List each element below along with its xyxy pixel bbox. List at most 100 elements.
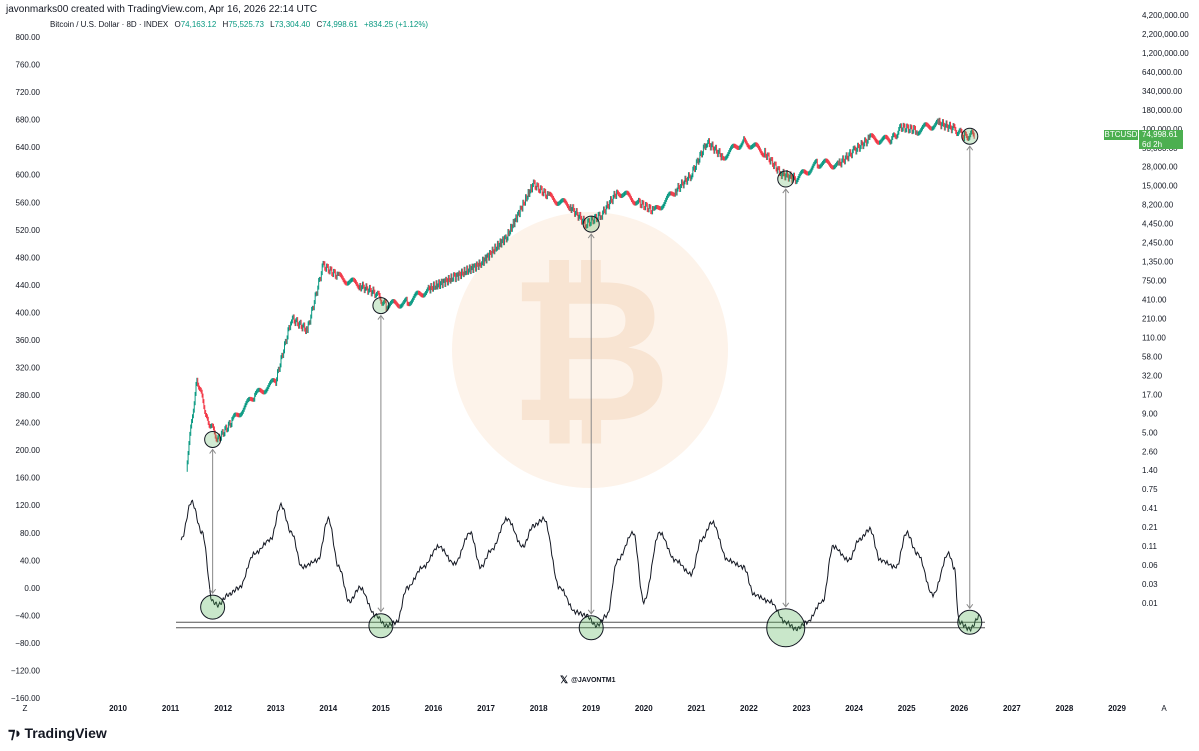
x-axis-tick-label: 2014 bbox=[319, 704, 337, 713]
left-axis-tick-label: 760.00 bbox=[16, 61, 41, 70]
x-axis-tick-label: 2018 bbox=[530, 704, 548, 713]
x-logo-icon: 𝕏 bbox=[560, 675, 569, 686]
x-axis-tick-label: 2024 bbox=[845, 704, 863, 713]
right-axis-tick-label: 640,000.00 bbox=[1142, 68, 1183, 77]
right-axis-tick-label: 2.60 bbox=[1142, 447, 1158, 456]
oscillator-low-marker bbox=[957, 609, 983, 635]
price-badge-value: 74,998.61 bbox=[1142, 130, 1178, 139]
high-label: H bbox=[222, 20, 229, 29]
x-axis-tick-label: 2017 bbox=[477, 704, 495, 713]
left-axis-tick-label: 800.00 bbox=[16, 33, 41, 42]
change-value: +834.25 (+1.12%) bbox=[364, 20, 429, 29]
left-axis-tick-label: 120.00 bbox=[16, 501, 41, 510]
left-axis-tick-label: 80.00 bbox=[20, 529, 41, 538]
right-axis-tick-label: 1.40 bbox=[1142, 466, 1158, 475]
open-value: 74,163.12 bbox=[180, 20, 217, 29]
arrowhead-down-icon bbox=[782, 602, 790, 608]
right-axis-tick-label: 0.75 bbox=[1142, 485, 1158, 494]
tradingview-brand[interactable]: ⁊◗ TradingView bbox=[8, 724, 107, 742]
tradingview-logo-icon: ⁊◗ bbox=[8, 725, 22, 742]
x-axis-tick-label: 2025 bbox=[898, 704, 916, 713]
right-axis-tick-label: 2,200,000.00 bbox=[1142, 30, 1189, 39]
arrowhead-down-icon bbox=[587, 609, 595, 615]
x-axis-left-label: Z bbox=[23, 704, 28, 713]
highlight-markers bbox=[200, 127, 983, 648]
x-axis-tick-label: 2013 bbox=[267, 704, 285, 713]
right-axis-tick-label: 4,450.00 bbox=[1142, 220, 1174, 229]
right-axis-tick-label: 5.00 bbox=[1142, 428, 1158, 437]
x-axis-tick-label: 2015 bbox=[372, 704, 390, 713]
right-axis-tick-label: 0.03 bbox=[1142, 580, 1158, 589]
brand-name: TradingView bbox=[24, 725, 107, 741]
arrowhead-up-icon bbox=[209, 448, 217, 454]
close-value: 74,998.61 bbox=[322, 20, 358, 29]
arrowhead-down-icon bbox=[966, 603, 974, 610]
low-value: 73,304.40 bbox=[274, 20, 311, 29]
x-axis-tick-label: 2028 bbox=[1056, 704, 1074, 713]
right-axis-tick-label: 8,200.00 bbox=[1142, 201, 1174, 210]
x-axis-tick-label: 2023 bbox=[793, 704, 811, 713]
right-axis-tick-label: 0.21 bbox=[1142, 523, 1158, 532]
price-low-marker bbox=[777, 170, 795, 188]
right-axis-tick-label: 58.00 bbox=[1142, 352, 1163, 361]
right-axis-tick-label: 9.00 bbox=[1142, 409, 1158, 418]
right-axis-tick-label: 110.00 bbox=[1142, 333, 1166, 342]
x-axis-right-label: A bbox=[1161, 704, 1167, 713]
left-axis-tick-label: −120.00 bbox=[11, 666, 41, 675]
left-axis-tick-label: 480.00 bbox=[16, 253, 41, 262]
left-axis-tick-label: 200.00 bbox=[16, 446, 41, 455]
symbol-label: Bitcoin / U.S. Dollar · 8D · INDEX bbox=[50, 20, 169, 29]
low-label: L bbox=[270, 20, 275, 29]
right-axis-tick-label: 0.01 bbox=[1142, 599, 1158, 608]
left-axis-tick-label: 320.00 bbox=[16, 364, 41, 373]
right-axis-tick-label: 15,000.00 bbox=[1142, 182, 1178, 191]
right-axis-tick-label: 2,450.00 bbox=[1142, 239, 1174, 248]
right-axis-tick-label: 4,200,000.00 bbox=[1142, 11, 1189, 20]
left-axis-tick-label: 680.00 bbox=[16, 116, 41, 125]
watermark-handle: 𝕏 @JAVONTM1 bbox=[560, 675, 616, 686]
ohlc-readout: Bitcoin / U.S. Dollar · 8D · INDEX O74,1… bbox=[50, 20, 428, 29]
right-axis-tick-label: 0.41 bbox=[1142, 504, 1158, 513]
right-axis-tick-label: 210.00 bbox=[1142, 314, 1167, 323]
right-axis-tick-label: 0.06 bbox=[1142, 561, 1158, 570]
x-axis-tick-label: 2026 bbox=[950, 704, 968, 713]
watermark-handle-text: @JAVONTM1 bbox=[571, 677, 616, 684]
arrowhead-up-icon bbox=[377, 314, 385, 320]
price-badge: 74,998.61 6d 2h bbox=[1139, 130, 1183, 149]
left-axis-tick-label: 640.00 bbox=[16, 143, 41, 152]
left-axis-tick-label: 280.00 bbox=[16, 391, 41, 400]
left-axis-tick-label: −80.00 bbox=[15, 639, 40, 648]
x-axis-tick-label: 2016 bbox=[425, 704, 443, 713]
price-badge-symbol: BTCUSD bbox=[1104, 130, 1138, 140]
left-axis-tick-label: 240.00 bbox=[16, 419, 41, 428]
price-low-marker bbox=[582, 215, 600, 233]
right-axis-tick-label: 180,000.00 bbox=[1142, 106, 1183, 115]
right-axis-tick-label: 32.00 bbox=[1142, 371, 1163, 380]
high-value: 75,525.73 bbox=[228, 20, 264, 29]
left-axis-tick-label: −160.00 bbox=[11, 694, 41, 703]
chart-attribution: javonmarks00 created with TradingView.co… bbox=[6, 4, 318, 15]
left-axis-tick-label: 440.00 bbox=[16, 281, 41, 290]
right-axis-tick-label: 28,000.00 bbox=[1142, 163, 1178, 172]
left-axis-tick-label: 520.00 bbox=[16, 226, 41, 235]
oscillator-series bbox=[180, 499, 980, 633]
price-series bbox=[186, 117, 975, 472]
right-axis-tick-label: 17.00 bbox=[1142, 390, 1163, 399]
left-axis-tick-label: 720.00 bbox=[16, 88, 41, 97]
x-axis-tick-label: 2011 bbox=[162, 704, 180, 713]
x-axis-tick-label: 2021 bbox=[687, 704, 705, 713]
x-axis-tick-label: 2019 bbox=[582, 704, 600, 713]
arrowhead-down-icon bbox=[209, 588, 217, 594]
left-axis: 800.00 760.00 720.00 680.00 640.00 600.00 560.… bbox=[11, 33, 41, 703]
x-axis: Z 2010 2011 2012 2013 2014 2015 2016 2017 2018 201… bbox=[23, 704, 1168, 713]
oscillator-low-marker bbox=[368, 613, 394, 639]
right-axis: 4,200,000.00 2,200,000.00 1,200,000.00 640,… bbox=[1142, 11, 1189, 608]
close-label: C bbox=[316, 20, 323, 29]
x-axis-tick-label: 2029 bbox=[1108, 704, 1126, 713]
left-axis-tick-label: 560.00 bbox=[16, 198, 41, 207]
x-axis-tick-label: 2022 bbox=[740, 704, 758, 713]
x-axis-tick-label: 2027 bbox=[1003, 704, 1021, 713]
right-axis-tick-label: 100,000.00 bbox=[1142, 125, 1183, 134]
arrowhead-up-icon bbox=[587, 233, 595, 239]
